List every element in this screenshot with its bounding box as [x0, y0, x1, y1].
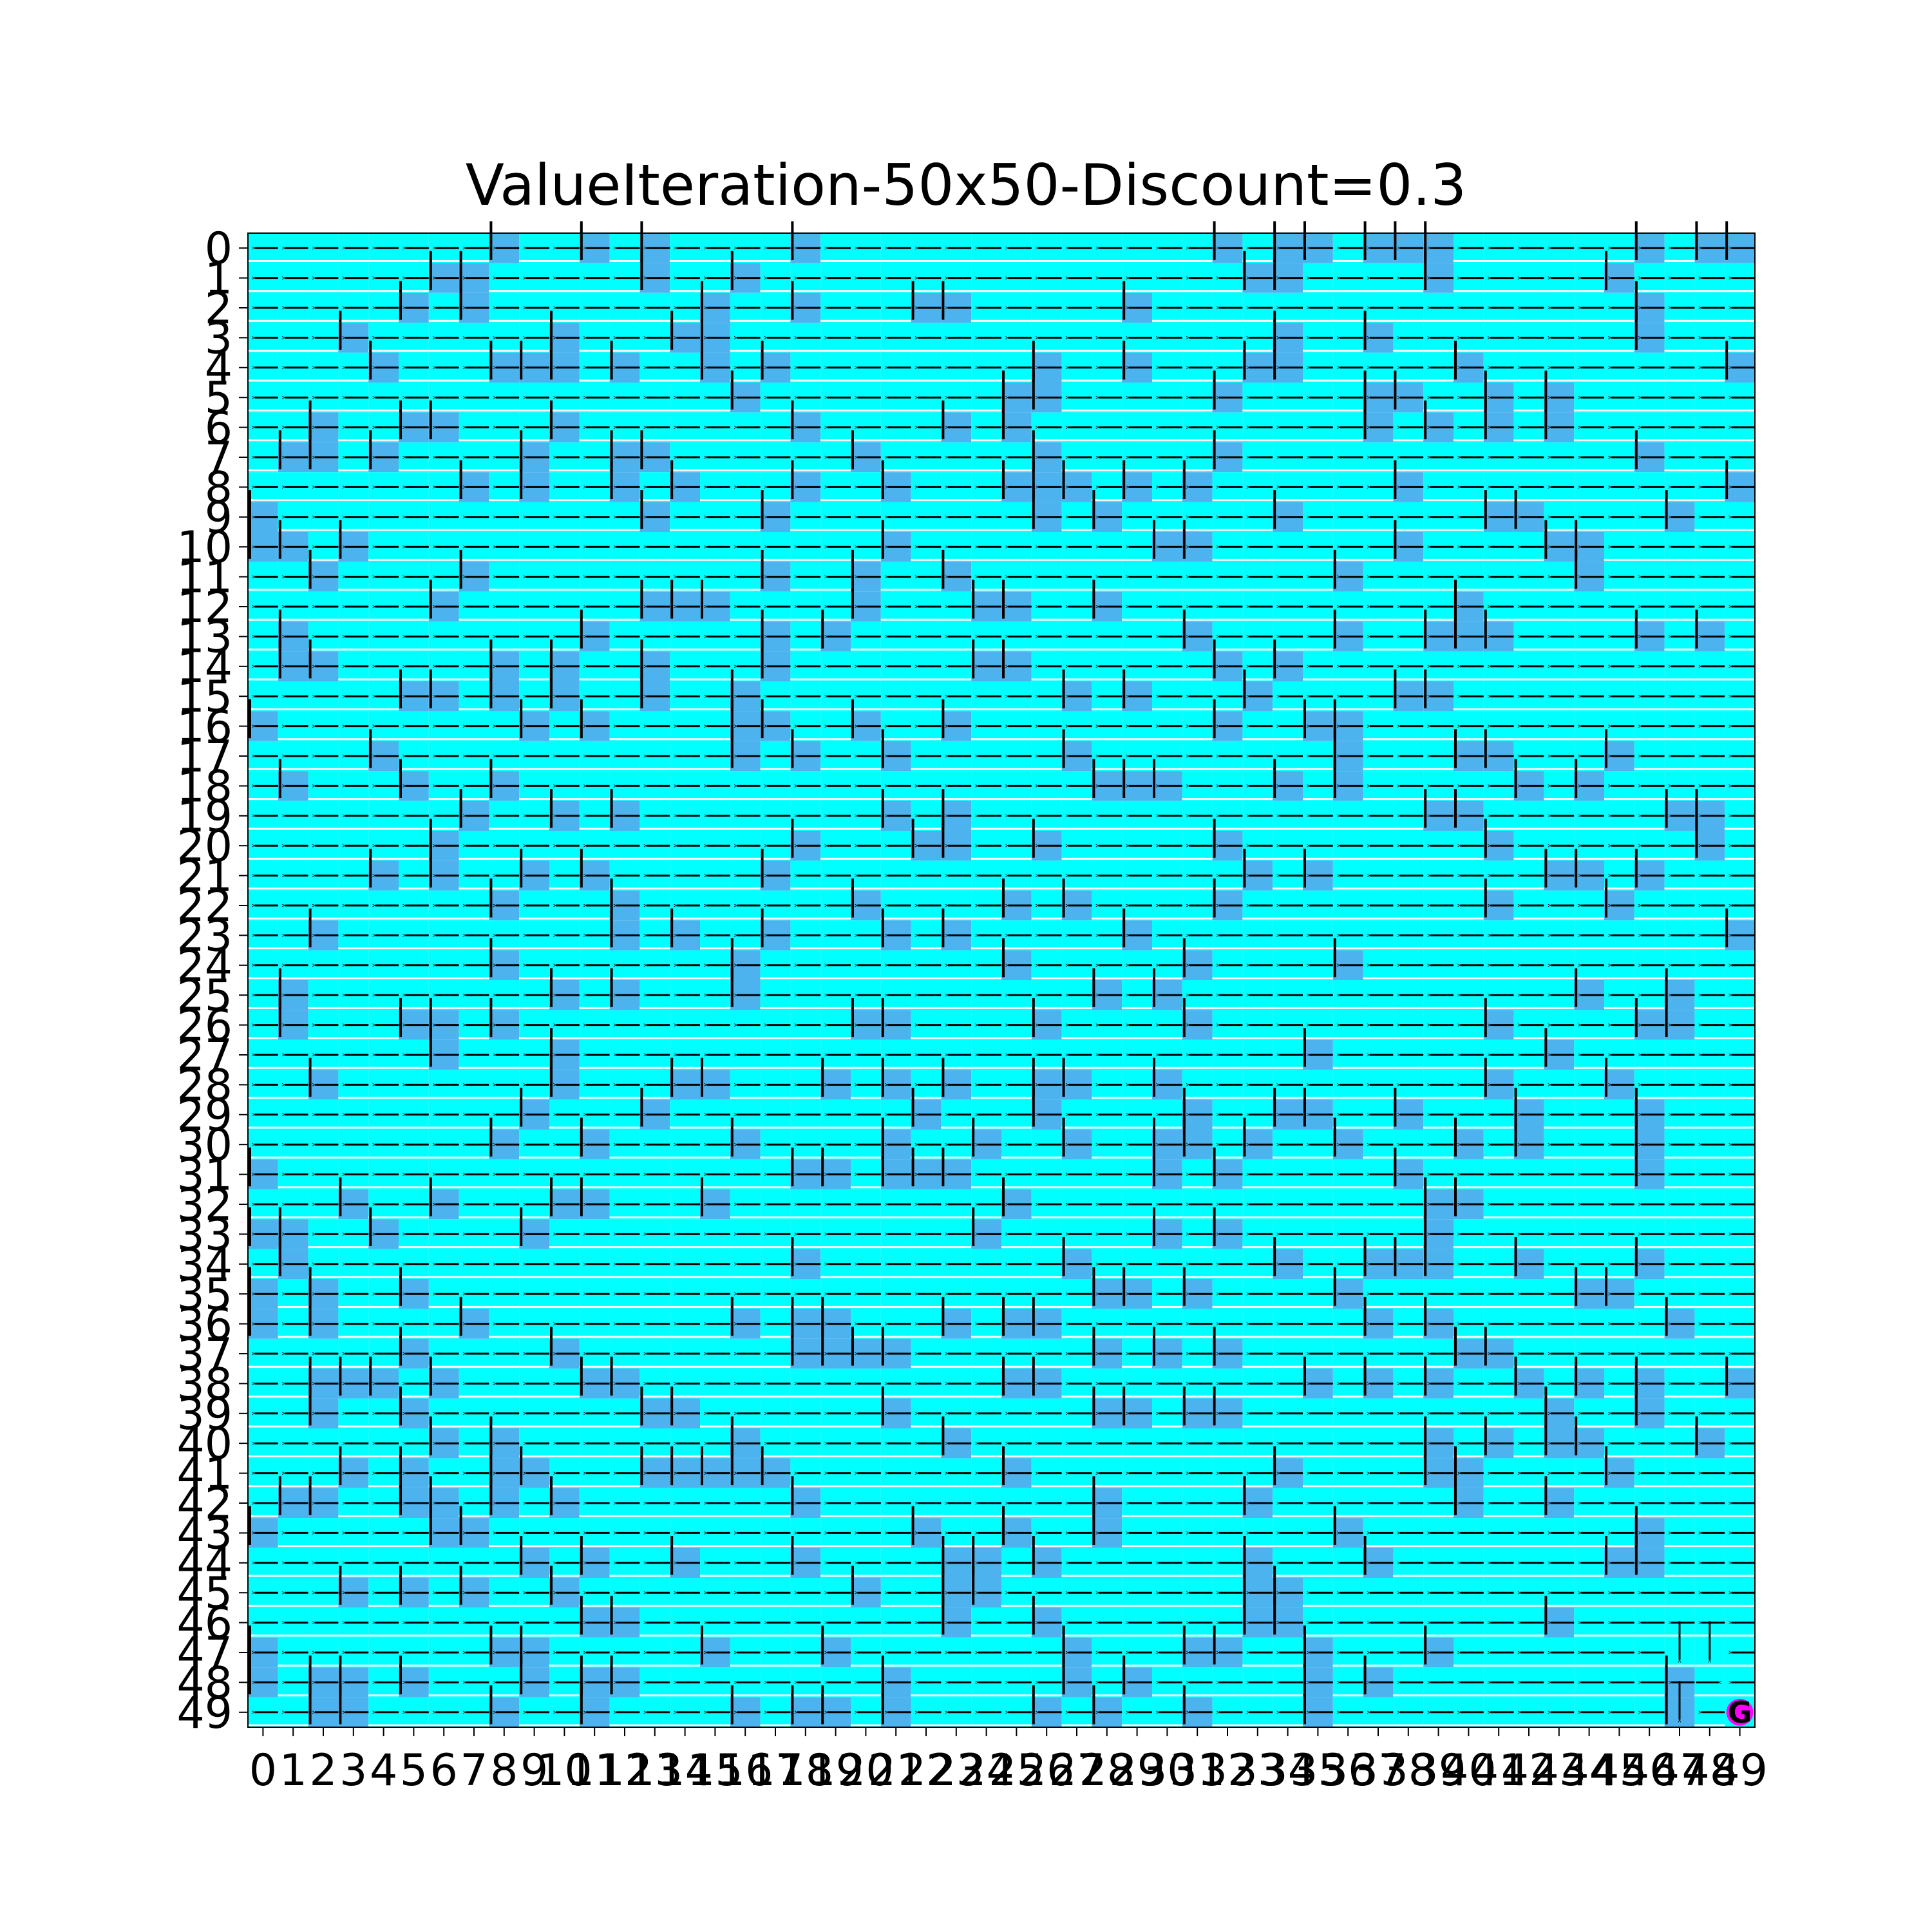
chart-title: ValueIteration-50x50-Discount=0.3: [466, 152, 1466, 218]
